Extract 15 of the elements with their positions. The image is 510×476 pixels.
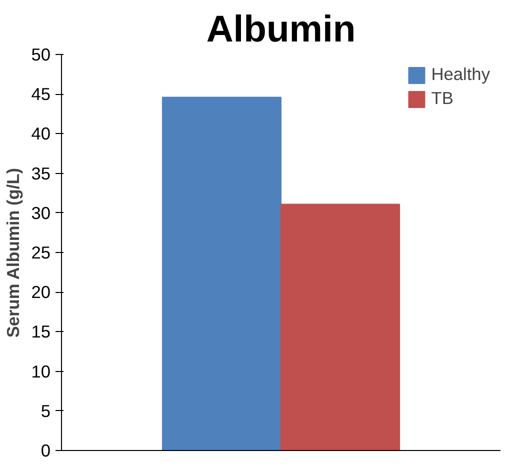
y-tick-label: 10 xyxy=(31,361,51,382)
y-axis-title: Serum Albumin (g/L) xyxy=(3,168,24,338)
y-tick-label: 45 xyxy=(31,84,51,104)
chart-title: Albumin xyxy=(206,8,356,50)
y-tick-label: 35 xyxy=(31,163,51,184)
y-tick-label: 50 xyxy=(31,44,51,64)
y-tick-label: 5 xyxy=(40,400,51,421)
y-tick-label: 40 xyxy=(31,124,51,144)
legend-label: TB xyxy=(431,88,454,109)
y-tick-label: 15 xyxy=(31,322,51,342)
y-tick-label: 0 xyxy=(40,440,51,460)
legend-label: Healthy xyxy=(431,64,490,85)
y-tick-label: 25 xyxy=(31,242,51,262)
y-tick-label: 30 xyxy=(31,202,51,223)
y-tick-label: 20 xyxy=(31,282,51,302)
